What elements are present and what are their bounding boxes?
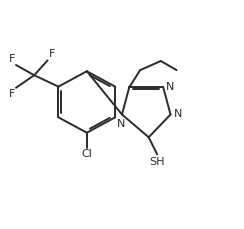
Text: F: F	[8, 54, 15, 64]
Text: SH: SH	[149, 157, 165, 167]
Text: Cl: Cl	[81, 149, 92, 159]
Text: N: N	[166, 82, 174, 92]
Text: N: N	[173, 109, 182, 119]
Text: N: N	[117, 119, 125, 129]
Text: F: F	[49, 49, 55, 59]
Text: F: F	[8, 89, 15, 99]
